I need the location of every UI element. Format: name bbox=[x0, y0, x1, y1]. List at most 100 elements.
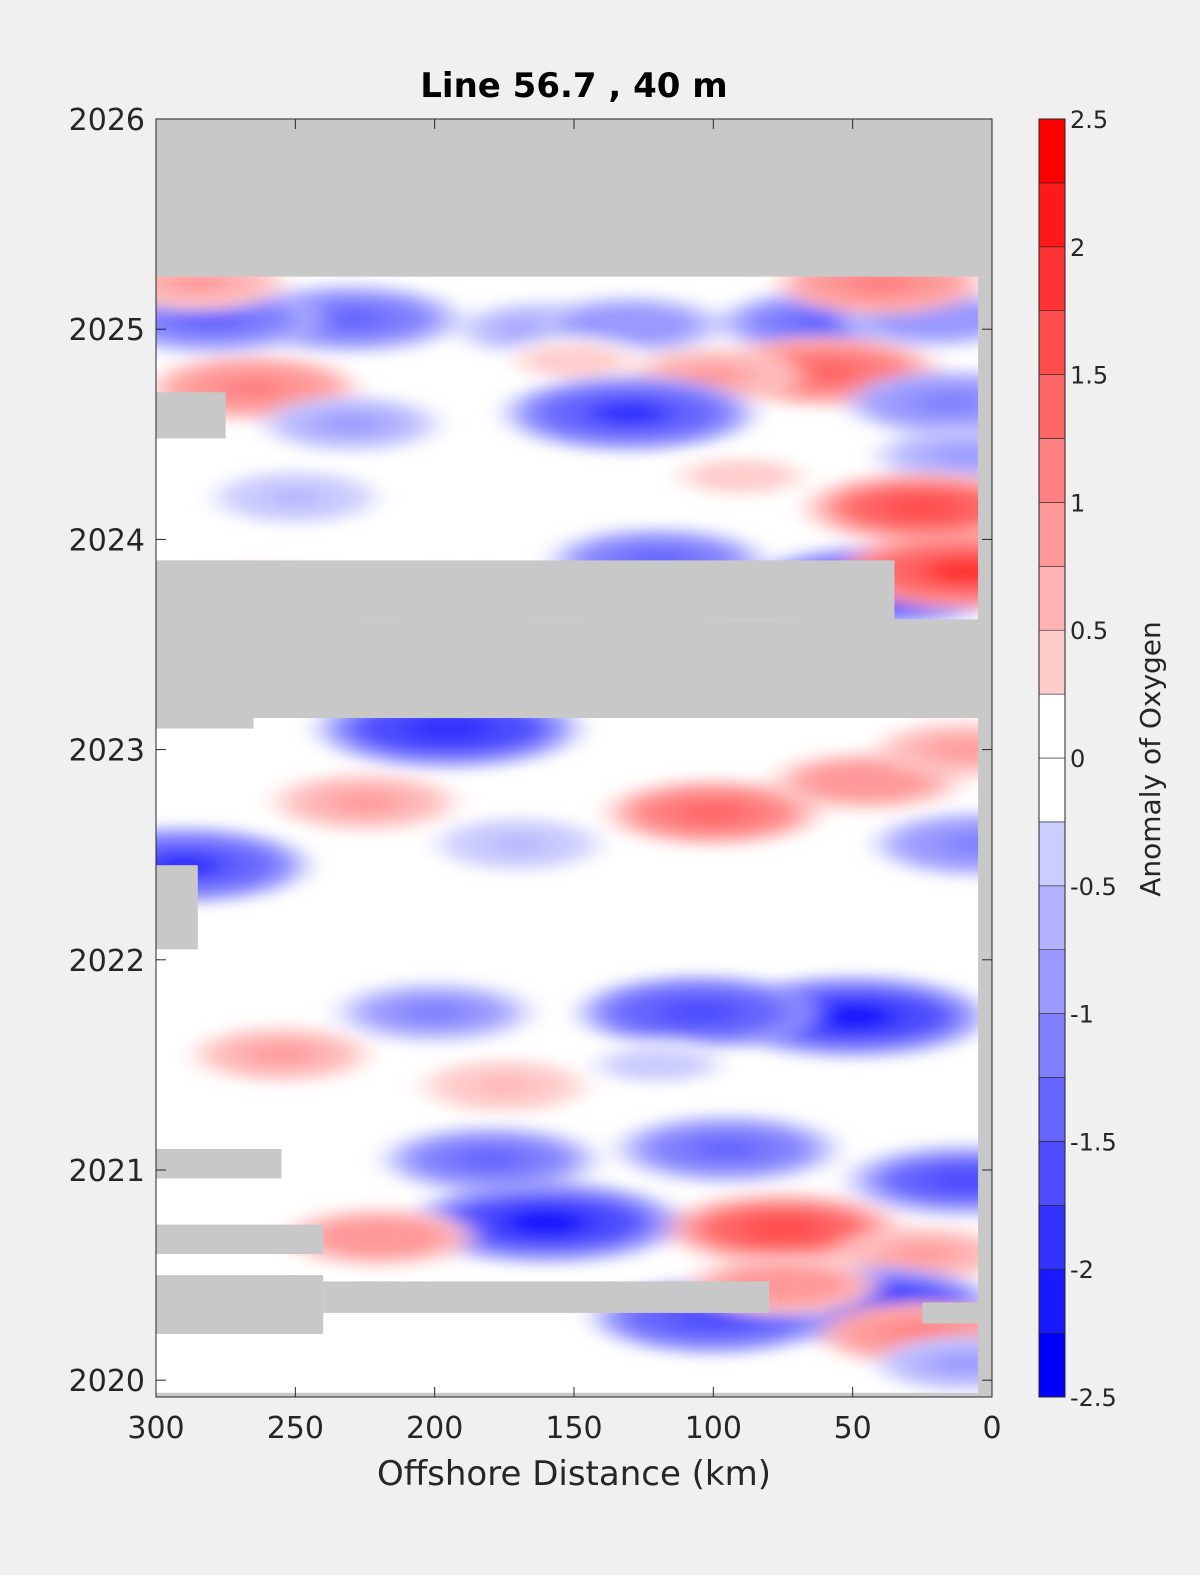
anomaly-core bbox=[172, 306, 251, 331]
colorbar-tick-label: -1 bbox=[1070, 1001, 1094, 1029]
x-tick-label: 0 bbox=[982, 1411, 1001, 1446]
colorbar-segment bbox=[1038, 821, 1066, 887]
colorbar-segment bbox=[1038, 502, 1066, 567]
colorbar-segment bbox=[1038, 118, 1066, 184]
colorbar-title: Anomaly of Oxygen bbox=[1134, 621, 1167, 897]
anomaly-core bbox=[921, 557, 992, 585]
colorbar-segment bbox=[1038, 438, 1066, 503]
anomaly-core bbox=[833, 770, 900, 792]
colorbar-tick-label: 2.5 bbox=[1070, 106, 1108, 134]
colorbar-segment bbox=[1038, 1013, 1066, 1078]
colorbar-tick-label: 1.5 bbox=[1070, 362, 1108, 390]
anomaly-core bbox=[845, 271, 916, 295]
missing-data-region bbox=[323, 1281, 770, 1313]
anomaly-core bbox=[251, 1044, 312, 1065]
anomaly-core bbox=[785, 358, 864, 384]
colorbar-segment bbox=[1038, 1205, 1066, 1270]
anomaly-core bbox=[167, 273, 229, 293]
anomaly-core bbox=[923, 1167, 992, 1194]
colorbar-segment bbox=[1038, 1077, 1066, 1142]
missing-data-region bbox=[156, 560, 895, 620]
anomaly-core bbox=[320, 413, 382, 434]
anomaly-core bbox=[453, 1147, 528, 1172]
colorbar-segment bbox=[1038, 1332, 1066, 1398]
x-axis-title: Offshore Distance (km) bbox=[377, 1454, 771, 1494]
missing-data-region bbox=[156, 392, 226, 439]
anomaly-core bbox=[267, 488, 324, 507]
missing-data-region bbox=[156, 865, 198, 950]
colorbar-segment bbox=[1038, 629, 1066, 695]
colorbar-frame bbox=[1038, 118, 1066, 1398]
anomaly-core bbox=[346, 1226, 412, 1248]
colorbar-segment bbox=[1038, 182, 1066, 248]
colorbar-segment bbox=[1038, 246, 1066, 312]
colorbar-segment bbox=[1038, 374, 1066, 439]
x-tick-label: 100 bbox=[685, 1411, 742, 1446]
anomaly-core bbox=[689, 1137, 766, 1161]
y-tick-label: 2025 bbox=[69, 313, 145, 348]
x-tick-label: 200 bbox=[406, 1411, 463, 1446]
colorbar-segment bbox=[1038, 310, 1066, 375]
colorbar-tick-label: -2 bbox=[1070, 1256, 1094, 1284]
anomaly-core bbox=[903, 308, 970, 330]
anomaly-core bbox=[218, 376, 289, 400]
anomaly-core bbox=[805, 1002, 900, 1031]
colorbar-tick-label: -2.5 bbox=[1070, 1384, 1117, 1412]
anomaly-core bbox=[933, 739, 992, 760]
anomaly-core bbox=[676, 801, 750, 825]
y-tick-label: 2024 bbox=[69, 523, 145, 558]
colorbar-segment bbox=[1038, 885, 1066, 950]
colorbar: -2.5 -2 -1.5 -1 -0.5 0 0.5 1 1.5 2 2.5 bbox=[1038, 106, 1117, 1412]
anomaly-field bbox=[156, 119, 992, 1397]
y-tick-label: 2020 bbox=[69, 1364, 145, 1399]
anomaly-core bbox=[788, 311, 862, 335]
anomaly-core bbox=[933, 445, 992, 466]
missing-data-region bbox=[156, 560, 254, 729]
colorbar-segment bbox=[1038, 1268, 1066, 1334]
anomaly-core bbox=[400, 1001, 469, 1024]
y-tick-label: 2021 bbox=[69, 1154, 145, 1189]
anomaly-core bbox=[914, 391, 986, 414]
anomaly-core bbox=[714, 467, 768, 486]
anomaly-core bbox=[742, 1216, 824, 1242]
chart-title: Line 56.7 , 40 m bbox=[420, 66, 727, 106]
anomaly-core bbox=[476, 1076, 533, 1096]
x-axis: 300 250 200 150 100 50 0 bbox=[127, 119, 1002, 1446]
anomaly-core bbox=[683, 365, 744, 386]
x-tick-label: 50 bbox=[834, 1411, 872, 1446]
anomaly-core bbox=[881, 495, 963, 521]
colorbar-tick-label: 0.5 bbox=[1070, 617, 1108, 645]
anomaly-core bbox=[933, 1353, 992, 1374]
anomaly-core bbox=[490, 835, 547, 854]
y-tick-label: 2026 bbox=[69, 103, 145, 138]
missing-data-region bbox=[156, 1148, 282, 1179]
colorbar-tick-label: 1 bbox=[1070, 489, 1085, 517]
anomaly-core bbox=[657, 999, 742, 1026]
missing-data-region bbox=[978, 276, 992, 1397]
colorbar-tick-label: 0 bbox=[1070, 745, 1085, 773]
missing-data-region bbox=[156, 1275, 324, 1334]
colorbar-segment bbox=[1038, 565, 1066, 631]
y-tick-label: 2022 bbox=[69, 944, 145, 979]
anomaly-core bbox=[403, 714, 495, 743]
colorbar-segment bbox=[1038, 757, 1066, 823]
x-tick-label: 150 bbox=[545, 1411, 602, 1446]
colorbar-segment bbox=[1038, 693, 1066, 759]
anomaly-core bbox=[892, 1244, 953, 1264]
missing-data-region bbox=[156, 1224, 324, 1255]
anomaly-core bbox=[333, 791, 397, 813]
anomaly-core bbox=[596, 314, 663, 336]
missing-data-region bbox=[156, 119, 992, 277]
colorbar-tick-label: -0.5 bbox=[1070, 873, 1117, 901]
anomaly-core bbox=[313, 306, 389, 331]
anomaly-core bbox=[499, 1208, 593, 1237]
colorbar-tick-label: -1.5 bbox=[1070, 1128, 1117, 1156]
missing-data-region bbox=[156, 619, 992, 719]
y-tick-label: 2023 bbox=[69, 734, 145, 769]
colorbar-segment bbox=[1038, 1141, 1066, 1206]
anomaly-core bbox=[548, 352, 600, 370]
y-axis: 2020 2021 2022 2023 2024 2025 2026 bbox=[69, 103, 992, 1399]
colorbar-segment bbox=[1038, 949, 1066, 1014]
x-tick-label: 250 bbox=[267, 1411, 324, 1446]
